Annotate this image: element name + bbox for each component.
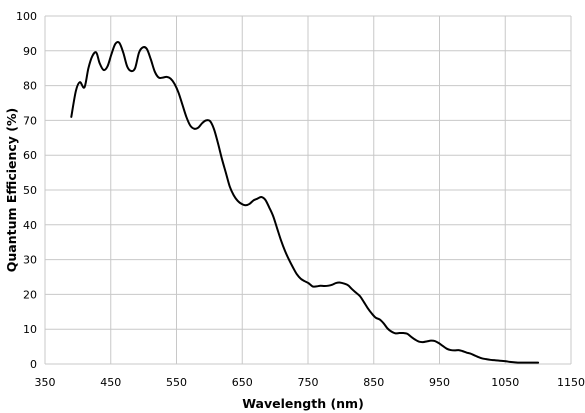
series-line — [70, 40, 540, 364]
y-tick-label: 100 — [16, 10, 37, 23]
x-tick-label: 550 — [166, 376, 187, 389]
y-tick-label: 50 — [23, 184, 37, 197]
y-tick-label: 20 — [23, 288, 37, 301]
y-tick-label: 70 — [23, 114, 37, 127]
x-tick-label: 1150 — [557, 376, 585, 389]
y-axis-ticks: 0 10 20 30 40 50 60 70 80 90 100 — [16, 10, 37, 371]
x-tick-label: 650 — [232, 376, 253, 389]
y-tick-label: 40 — [23, 219, 37, 232]
y-tick-label: 60 — [23, 149, 37, 162]
y-tick-label: 10 — [23, 323, 37, 336]
y-tick-label: 30 — [23, 254, 37, 267]
x-tick-label: 1050 — [491, 376, 519, 389]
x-tick-label: 850 — [363, 376, 384, 389]
x-tick-label: 350 — [35, 376, 56, 389]
y-axis-title: Quantum Efficiency (%) — [4, 108, 19, 273]
x-axis-ticks: 350 450 550 650 750 850 950 1050 1150 — [35, 376, 585, 389]
x-tick-label: 950 — [429, 376, 450, 389]
y-tick-label: 0 — [30, 358, 37, 371]
x-axis-title: Wavelength (nm) — [242, 396, 364, 411]
y-tick-label: 80 — [23, 80, 37, 93]
x-tick-label: 450 — [100, 376, 121, 389]
x-tick-label: 750 — [298, 376, 319, 389]
grid — [44, 15, 572, 365]
y-tick-label: 90 — [23, 45, 37, 58]
